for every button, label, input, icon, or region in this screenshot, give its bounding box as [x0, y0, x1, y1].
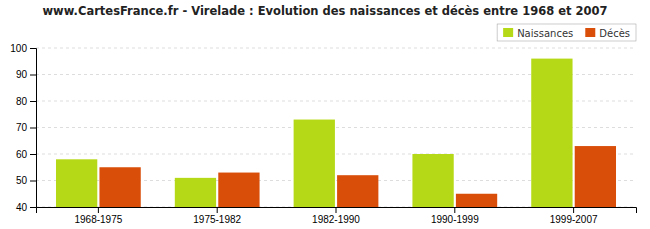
tick: 50: [16, 175, 36, 186]
series: [56, 59, 573, 207]
bar: [412, 154, 453, 207]
tick-mark: [454, 207, 455, 213]
grid: [36, 48, 636, 207]
tick: 40: [16, 202, 36, 213]
tick-mark: [573, 207, 574, 213]
chart: www.CartesFrance.fr - Virelade : Evoluti…: [0, 0, 650, 229]
tick-mark: [30, 207, 36, 208]
axis-line: [30, 49, 37, 208]
y-axis: 40 50 60 70 80 90 100: [10, 43, 36, 213]
tick-label: 1999-2007: [550, 214, 598, 225]
tick: 90: [16, 69, 36, 80]
tick: 1982-1990: [312, 207, 360, 225]
tick-mark: [30, 181, 36, 182]
legend: Naissances Décès: [497, 24, 636, 41]
tick-label: 50: [16, 175, 28, 186]
legend-swatch: [585, 28, 595, 37]
series: [99, 146, 616, 207]
plot: 40 50 60 70 80 90 100 1968-1975 1975-1982 1982-19…: [10, 43, 636, 225]
legend-swatch: [503, 28, 513, 37]
bar: [456, 194, 497, 207]
grid-line: [36, 48, 636, 49]
tick-label: 80: [16, 96, 28, 107]
legend-label: Décès: [599, 28, 630, 39]
tick-mark: [30, 128, 36, 129]
bar: [575, 146, 616, 207]
tick: 80: [16, 96, 36, 107]
tick-label: 100: [10, 43, 27, 54]
x-axis: 1968-1975 1975-1982 1982-1990 1990-1999 1999…: [37, 207, 637, 225]
axis-line: [37, 208, 637, 214]
tick-label: 40: [16, 202, 28, 213]
tick: 1999-2007: [550, 207, 598, 225]
bar: [56, 159, 97, 207]
tick-mark: [217, 207, 218, 213]
tick: 100: [10, 43, 36, 54]
bars: [56, 59, 616, 207]
tick: 1975-1982: [193, 207, 241, 225]
bar: [99, 167, 140, 207]
tick-label: 60: [16, 149, 28, 160]
tick-label: 70: [16, 122, 28, 133]
tick-mark: [30, 48, 36, 49]
tick-mark: [336, 207, 337, 213]
legend-frame: [497, 24, 636, 41]
tick: 1968-1975: [74, 207, 122, 225]
title: www.CartesFrance.fr - Virelade : Evoluti…: [42, 4, 607, 18]
tick-label: 1982-1990: [312, 214, 360, 225]
tick: 70: [16, 122, 36, 133]
legend-label: Naissances: [517, 28, 573, 39]
bar: [294, 120, 335, 207]
tick-label: 1968-1975: [74, 214, 122, 225]
tick-label: 1975-1982: [193, 214, 241, 225]
tick-mark: [30, 101, 36, 102]
tick-mark: [98, 207, 99, 213]
bar: [531, 59, 572, 207]
tick: 60: [16, 149, 36, 160]
tick-label: 1990-1999: [431, 214, 479, 225]
tick-mark: [30, 75, 36, 76]
bar: [218, 173, 259, 207]
bar: [337, 175, 378, 207]
tick-mark: [30, 154, 36, 155]
tick: 1990-1999: [431, 207, 479, 225]
bar: [175, 178, 216, 207]
tick-label: 90: [16, 69, 28, 80]
